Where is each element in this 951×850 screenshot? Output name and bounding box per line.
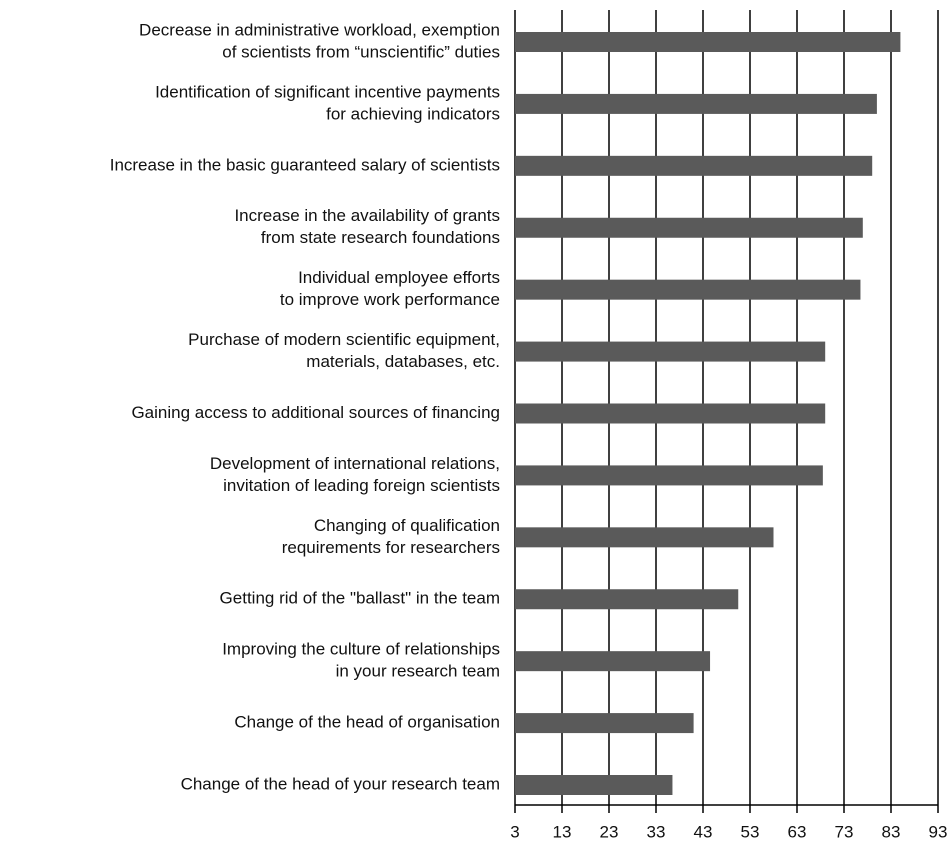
y-tick-label: requirements for researchers bbox=[282, 538, 500, 557]
y-tick-label: of scientists from “unscientific” duties bbox=[222, 42, 500, 61]
bar bbox=[515, 651, 711, 672]
y-tick-label: Purchase of modern scientific equipment, bbox=[188, 330, 500, 349]
y-tick-label: Identification of significant incentive … bbox=[155, 82, 500, 101]
y-tick-label: Change of the head of organisation bbox=[234, 713, 500, 732]
bar bbox=[515, 527, 774, 548]
x-tick-label: 43 bbox=[694, 822, 713, 841]
bar bbox=[515, 32, 901, 52]
bar bbox=[515, 155, 873, 176]
x-tick-label: 53 bbox=[741, 822, 760, 841]
x-tick-label: 93 bbox=[929, 822, 948, 841]
y-tick-label: Gaining access to additional sources of … bbox=[131, 403, 500, 422]
bar bbox=[515, 93, 877, 114]
bar bbox=[515, 341, 826, 362]
y-tick-label: Increase in the basic guaranteed salary … bbox=[110, 155, 500, 174]
y-tick-label: Getting rid of the "ballast" in the team bbox=[220, 589, 500, 608]
x-tick-label: 23 bbox=[600, 822, 619, 841]
bar bbox=[515, 279, 861, 300]
bar bbox=[515, 589, 739, 610]
bar bbox=[515, 217, 863, 238]
y-tick-label: Changing of qualification bbox=[314, 516, 500, 535]
y-tick-label: from state research foundations bbox=[261, 228, 500, 247]
y-tick-label: to improve work performance bbox=[280, 290, 500, 309]
x-tick-label: 13 bbox=[553, 822, 572, 841]
x-tick-label: 33 bbox=[647, 822, 666, 841]
bar bbox=[515, 403, 826, 424]
y-tick-label: Development of international relations, bbox=[210, 454, 500, 473]
bar bbox=[515, 713, 694, 734]
x-tick-label: 3 bbox=[510, 822, 519, 841]
x-tick-label: 83 bbox=[882, 822, 901, 841]
y-tick-label: Change of the head of your research team bbox=[181, 774, 500, 793]
y-tick-label: Decrease in administrative workload, exe… bbox=[139, 20, 500, 39]
y-tick-label: in your research team bbox=[336, 662, 500, 681]
bar bbox=[515, 775, 673, 795]
bar bbox=[515, 465, 823, 486]
y-tick-label: Improving the culture of relationships bbox=[222, 640, 500, 659]
x-tick-label: 73 bbox=[835, 822, 854, 841]
y-tick-label: Increase in the availability of grants bbox=[234, 206, 500, 225]
y-tick-label: materials, databases, etc. bbox=[306, 352, 500, 371]
y-tick-label: Individual employee efforts bbox=[298, 268, 500, 287]
y-tick-label: invitation of leading foreign scientists bbox=[223, 476, 500, 495]
y-tick-label: for achieving indicators bbox=[326, 104, 500, 123]
x-tick-label: 63 bbox=[788, 822, 807, 841]
